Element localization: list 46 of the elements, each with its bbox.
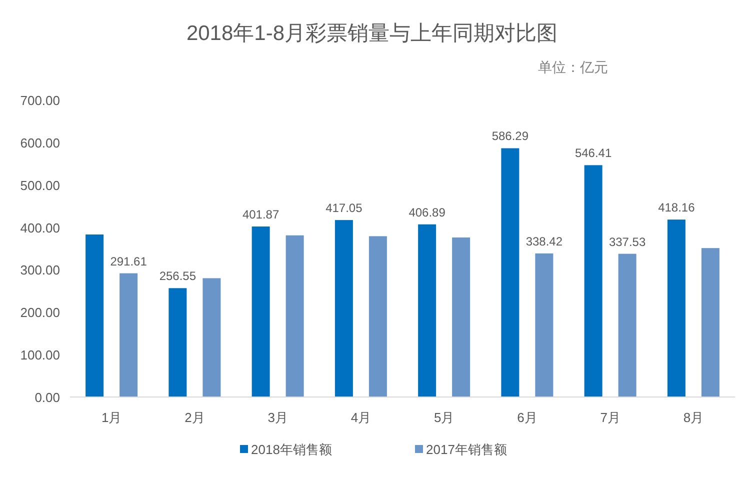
bar — [168, 288, 187, 397]
data-label: 586.29 — [492, 129, 529, 144]
bar — [120, 273, 138, 397]
data-label: 417.05 — [326, 201, 363, 216]
y-tick-label: 0.00 — [34, 390, 60, 405]
y-tick-label: 700.00 — [20, 93, 60, 108]
bar — [252, 226, 270, 397]
text: 单位：亿元 — [538, 59, 608, 75]
data-label: 256.55 — [159, 269, 196, 284]
bar — [202, 278, 221, 397]
x-tick-label: 8月 — [683, 410, 704, 425]
bar — [701, 248, 720, 397]
y-tick-label: 500.00 — [20, 178, 60, 193]
x-tick-label: 1月 — [101, 410, 122, 425]
x-tick-label: 6月 — [517, 410, 538, 425]
y-tick-label: 300.00 — [20, 262, 60, 278]
x-tick-label: 5月 — [434, 410, 454, 425]
data-label: 291.61 — [110, 254, 148, 268]
bar — [334, 220, 353, 397]
data-label: 338.42 — [526, 234, 563, 248]
bar — [584, 165, 602, 397]
bar — [418, 224, 436, 397]
data-label: 406.89 — [408, 205, 446, 220]
bar — [86, 234, 104, 397]
x-tick-label: 7月 — [600, 410, 620, 425]
bar — [501, 148, 520, 397]
data-label: 418.16 — [658, 200, 696, 215]
data-label: 401.87 — [242, 207, 280, 222]
bar — [535, 253, 554, 397]
bar — [452, 237, 470, 397]
legend-label: 2017年销售额 — [426, 442, 507, 457]
chart-title: 2018年1-8月彩票销量与上年同期对比图 — [186, 22, 558, 45]
data-label: 546.41 — [574, 146, 612, 160]
bar — [286, 235, 304, 397]
data-label: 337.53 — [608, 234, 646, 249]
bar — [368, 236, 387, 397]
x-tick-label: 4月 — [350, 410, 372, 425]
y-tick-label: 400.00 — [20, 220, 60, 236]
x-tick-label: 2月 — [184, 410, 205, 425]
legend-label: 2018年销售额 — [251, 442, 332, 457]
y-tick-label: 600.00 — [20, 135, 60, 150]
bar — [667, 220, 686, 397]
bar — [618, 254, 636, 397]
y-tick-label: 100.00 — [20, 348, 60, 363]
y-tick-label: 200.00 — [20, 305, 60, 320]
x-tick-label: 3月 — [268, 410, 288, 425]
